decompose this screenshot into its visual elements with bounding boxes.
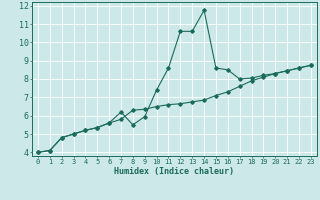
X-axis label: Humidex (Indice chaleur): Humidex (Indice chaleur) — [115, 167, 234, 176]
